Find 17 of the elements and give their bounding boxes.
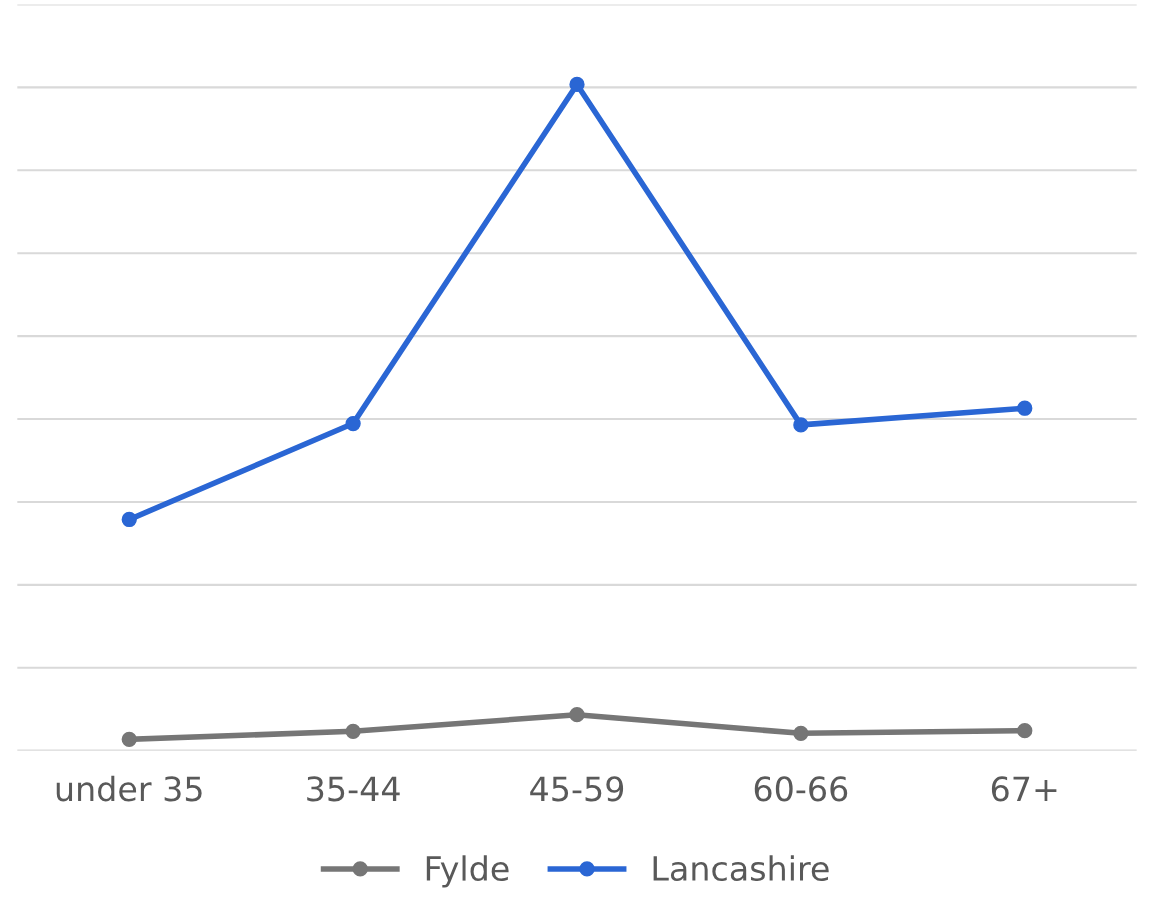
legend-label: Fylde [426, 855, 509, 888]
point [1017, 723, 1033, 739]
point [569, 707, 585, 723]
point [345, 723, 361, 739]
point [793, 417, 809, 433]
point [1017, 400, 1033, 416]
x-tick-label: 45-59 [530, 776, 624, 802]
point [569, 76, 585, 93]
x-tick-label: 35-44 [307, 776, 400, 802]
legend-label: Lancashire [653, 855, 829, 882]
point [345, 415, 361, 432]
point [793, 725, 809, 741]
x-tick-label: 60-66 [754, 776, 848, 802]
x-tick-label: 67+ [991, 776, 1057, 802]
point [121, 731, 137, 747]
x-tick-label: under 35 [56, 775, 202, 802]
point [121, 511, 137, 528]
